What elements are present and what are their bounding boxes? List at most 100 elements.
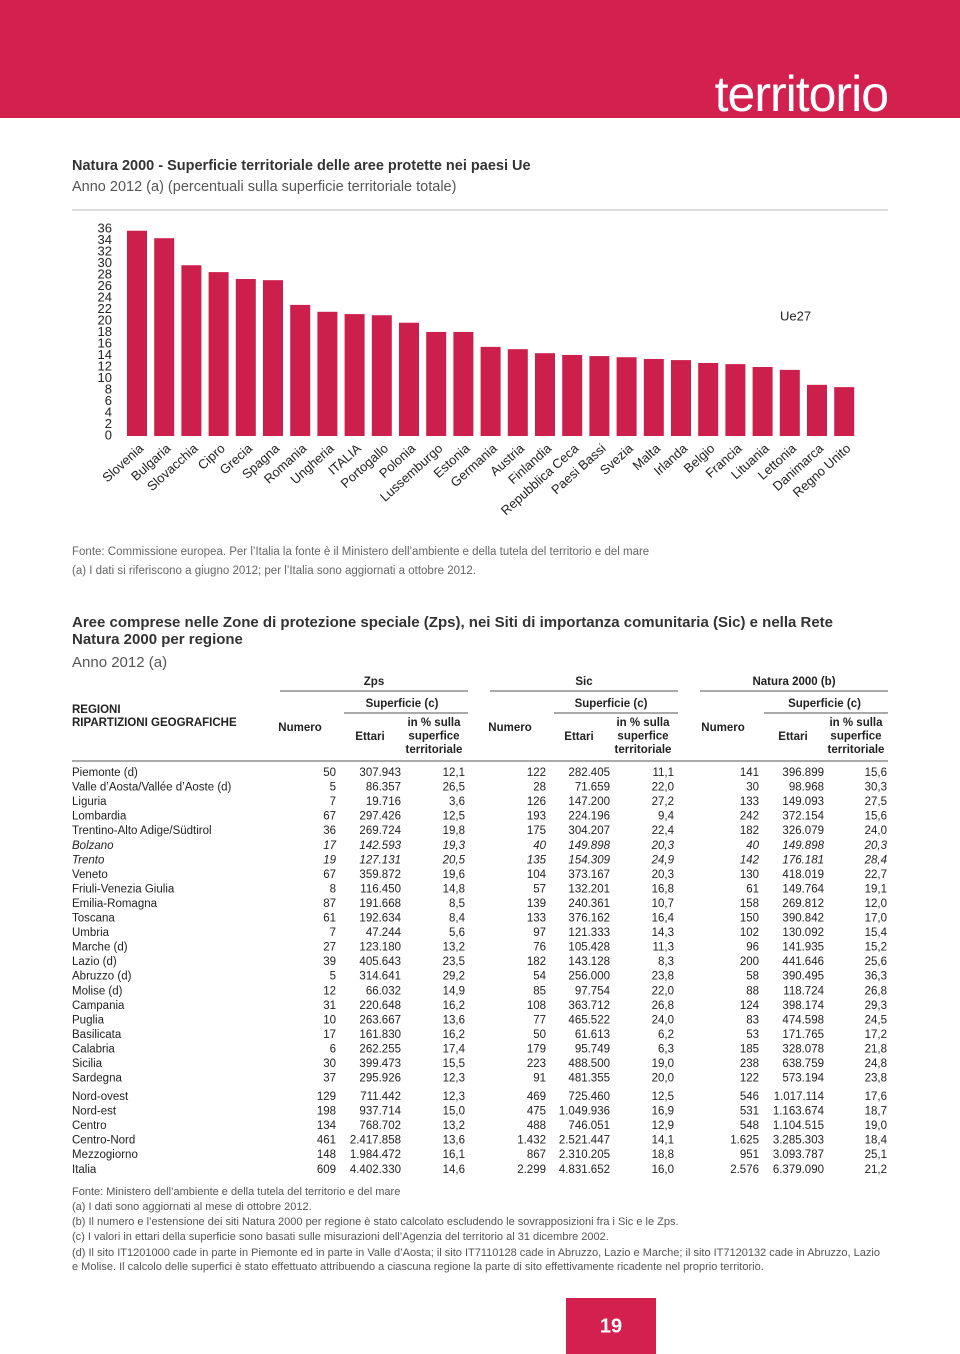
surface-header: Superficie (c) xyxy=(575,698,648,710)
cell: 2.521.447 xyxy=(559,1135,610,1147)
cell: 21,2 xyxy=(865,1164,887,1176)
cell: 16,2 xyxy=(443,1029,465,1041)
cell: 8,4 xyxy=(449,913,466,925)
cell: 53 xyxy=(746,1029,759,1041)
cell: 14,3 xyxy=(652,927,674,939)
row-label: Molise (d) xyxy=(72,985,123,997)
cell: 638.759 xyxy=(782,1058,824,1070)
cell: 20,3 xyxy=(651,840,675,852)
cell: 405.643 xyxy=(359,956,401,968)
cell: 133 xyxy=(740,796,759,808)
cell: 13,2 xyxy=(443,1120,465,1132)
bar xyxy=(344,314,365,436)
column-header: territoriale xyxy=(615,744,672,756)
page-number-box xyxy=(566,1298,656,1354)
bar xyxy=(426,331,447,436)
row-label: Nord-ovest xyxy=(72,1091,129,1103)
cell: 16,1 xyxy=(443,1149,465,1161)
cell: 176.181 xyxy=(782,854,824,866)
row-label: Bolzano xyxy=(72,840,114,852)
bar xyxy=(698,362,719,436)
cell: 240.361 xyxy=(568,898,610,910)
cell: 19.716 xyxy=(366,796,401,808)
cell: 269.812 xyxy=(782,898,824,910)
y-tick-label: 16 xyxy=(98,335,112,350)
cell: 12 xyxy=(323,985,336,997)
cell: 548 xyxy=(740,1120,759,1132)
row-label: Trento xyxy=(72,854,105,866)
cell: 19,3 xyxy=(443,840,466,852)
cell: 609 xyxy=(317,1164,336,1176)
cell: 1.017.114 xyxy=(774,1091,825,1103)
cell: 441.646 xyxy=(782,956,824,968)
cell: 129 xyxy=(317,1091,336,1103)
cell: 25,6 xyxy=(865,956,887,968)
cell: 143.128 xyxy=(568,956,610,968)
cell: 122 xyxy=(740,1073,759,1085)
cell: 36 xyxy=(323,825,336,837)
cell: 2.310.205 xyxy=(559,1149,610,1161)
cell: 191.668 xyxy=(359,898,401,910)
cell: 10 xyxy=(323,1014,336,1026)
row-label: Campania xyxy=(72,1000,125,1012)
table-subtitle: Anno 2012 (a) xyxy=(72,654,167,671)
cell: 475 xyxy=(527,1106,546,1118)
cell: 29,2 xyxy=(443,971,465,983)
cell: 108 xyxy=(527,1000,546,1012)
cell: 134 xyxy=(317,1120,337,1132)
y-tick-label: 28 xyxy=(98,266,112,281)
cell: 20,0 xyxy=(652,1073,674,1085)
bar xyxy=(371,315,392,436)
cell: 147.200 xyxy=(568,796,610,808)
row-label: Emilia-Romagna xyxy=(72,898,158,910)
bar xyxy=(127,230,147,436)
bar xyxy=(263,280,283,436)
cell: 135 xyxy=(527,854,547,866)
cell: 8,5 xyxy=(449,898,465,910)
group-header: Natura 2000 (b) xyxy=(752,676,835,688)
cell: 16,2 xyxy=(443,1000,465,1012)
cell: 7 xyxy=(330,927,336,939)
row-header: RIPARTIZIONI GEOGRAFICHE xyxy=(72,717,237,729)
bar xyxy=(752,367,773,436)
cell: 61 xyxy=(746,883,759,895)
cell: 18,8 xyxy=(652,1149,674,1161)
cell: 22,7 xyxy=(865,869,887,881)
bar xyxy=(507,349,528,436)
cell: 96 xyxy=(746,942,759,954)
cell: 488.500 xyxy=(568,1058,610,1070)
bar xyxy=(480,346,501,436)
y-tick-label: 30 xyxy=(98,255,112,270)
cell: 2.299 xyxy=(517,1164,546,1176)
column-header: Numero xyxy=(278,722,321,734)
cell: 193 xyxy=(527,811,546,823)
bar xyxy=(208,272,229,436)
cell: 24,8 xyxy=(865,1058,887,1070)
row-label: Piemonte (d) xyxy=(72,767,138,779)
cell: 182 xyxy=(527,956,546,968)
cell: 3.285.303 xyxy=(773,1135,824,1147)
surface-header: Superficie (c) xyxy=(366,698,439,710)
cell: 13,2 xyxy=(443,942,465,954)
cell: 67 xyxy=(323,811,336,823)
header-band xyxy=(0,0,960,118)
cell: 17,4 xyxy=(443,1043,466,1055)
column-header: Ettari xyxy=(355,731,384,743)
cell: 14,6 xyxy=(443,1164,465,1176)
bar xyxy=(671,360,691,436)
cell: 122 xyxy=(527,767,546,779)
cell: 531 xyxy=(740,1106,759,1118)
cell: 23,5 xyxy=(443,956,465,968)
column-header: territoriale xyxy=(406,744,463,756)
cell: 50 xyxy=(323,767,336,779)
cell: 77 xyxy=(533,1014,546,1026)
cell: 390.842 xyxy=(782,913,824,925)
y-tick-label: 18 xyxy=(98,324,112,339)
cell: 8,3 xyxy=(658,956,674,968)
cell: 25,1 xyxy=(865,1149,887,1161)
cell: 16,9 xyxy=(652,1106,674,1118)
bar xyxy=(834,387,855,436)
cell: 12,3 xyxy=(443,1091,465,1103)
cell: 161.830 xyxy=(359,1029,401,1041)
